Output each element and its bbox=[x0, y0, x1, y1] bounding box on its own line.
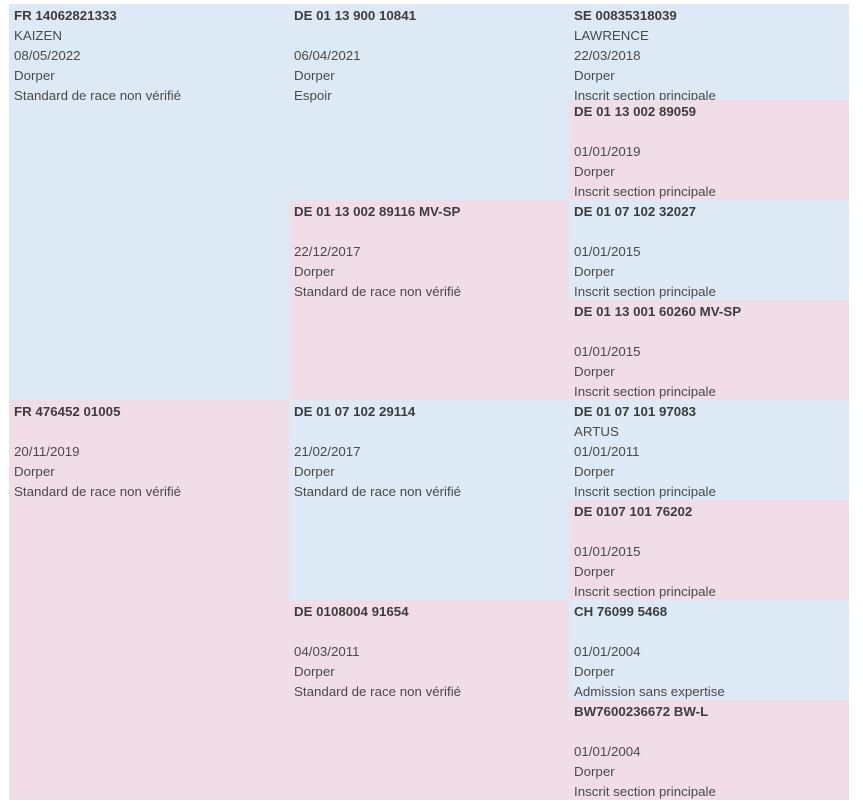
registry-status: Standard de race non vérifié bbox=[14, 88, 182, 103]
registry-status: Espoir bbox=[294, 88, 332, 103]
registration-number[interactable]: DE 0107 101 76202 bbox=[574, 504, 693, 519]
animal-name bbox=[574, 522, 844, 542]
birth-date: 01/01/2004 bbox=[574, 644, 641, 659]
registration-number[interactable]: CH 76099 5468 bbox=[574, 604, 668, 619]
birth-date: 01/01/2015 bbox=[574, 244, 641, 259]
breed: Dorper bbox=[574, 664, 615, 679]
pedigree-cell-paternal-grandsire: DE 01 13 900 10841 06/04/2021 Dorper Esp… bbox=[289, 4, 569, 200]
animal-name: KAIZEN bbox=[14, 28, 63, 43]
breed: Dorper bbox=[574, 464, 615, 479]
animal-name bbox=[574, 722, 844, 742]
registration-number[interactable]: DE 01 07 101 97083 bbox=[574, 404, 696, 419]
pedigree-cell-paternal-granddam: DE 01 13 002 89116 MV-SP 22/12/2017 Dorp… bbox=[289, 200, 569, 400]
animal-name bbox=[574, 622, 844, 642]
breed: Dorper bbox=[574, 264, 615, 279]
animal-name bbox=[574, 122, 844, 142]
birth-date: 08/05/2022 bbox=[14, 48, 81, 63]
animal-name bbox=[574, 222, 844, 242]
animal-name bbox=[294, 422, 564, 442]
breed: Dorper bbox=[294, 664, 335, 679]
registration-number[interactable]: DE 0108004 91654 bbox=[294, 604, 409, 619]
breed: Dorper bbox=[574, 164, 615, 179]
animal-name bbox=[294, 622, 564, 642]
registration-number[interactable]: BW7600236672 BW-L bbox=[574, 704, 709, 719]
pedigree-cell-ggen-8: BW7600236672 BW-L 01/01/2004 Dorper Insc… bbox=[569, 700, 849, 800]
registration-number[interactable]: DE 01 13 900 10841 bbox=[294, 8, 416, 23]
birth-date: 06/04/2021 bbox=[294, 48, 361, 63]
birth-date: 22/03/2018 bbox=[574, 48, 641, 63]
pedigree-cell-ggen-3: DE 01 07 102 32027 01/01/2015 Dorper Ins… bbox=[569, 200, 849, 300]
registration-number[interactable]: DE 01 07 102 29114 bbox=[294, 404, 416, 419]
registry-status: Inscrit section principale bbox=[574, 88, 716, 100]
animal-name: ARTUS bbox=[574, 424, 619, 439]
registration-number[interactable]: DE 01 07 102 32027 bbox=[574, 204, 696, 219]
registry-status: Inscrit section principale bbox=[574, 384, 716, 399]
breed: Dorper bbox=[14, 68, 55, 83]
breed: Dorper bbox=[574, 68, 615, 83]
breed: Dorper bbox=[294, 264, 335, 279]
birth-date: 20/11/2019 bbox=[14, 444, 80, 459]
birth-date: 04/03/2011 bbox=[294, 644, 360, 659]
animal-name bbox=[14, 422, 284, 442]
breed: Dorper bbox=[294, 68, 335, 83]
pedigree-cell-maternal-granddam: DE 0108004 91654 04/03/2011 Dorper Stand… bbox=[289, 600, 569, 800]
pedigree-cell-ggen-2: DE 01 13 002 89059 01/01/2019 Dorper Ins… bbox=[569, 100, 849, 200]
breed: Dorper bbox=[574, 364, 615, 379]
pedigree-cell-ggen-5: DE 01 07 101 97083 ARTUS 01/01/2011 Dorp… bbox=[569, 400, 849, 500]
registry-status: Standard de race non vérifié bbox=[294, 284, 462, 299]
registry-status: Inscrit section principale bbox=[574, 284, 716, 299]
birth-date: 01/01/2004 bbox=[574, 744, 641, 759]
pedigree-cell-ggen-4: DE 01 13 001 60260 MV-SP 01/01/2015 Dorp… bbox=[569, 300, 849, 400]
pedigree-cell-dam: FR 476452 01005 20/11/2019 Dorper Standa… bbox=[9, 400, 289, 800]
animal-name bbox=[294, 222, 564, 242]
registry-status: Standard de race non vérifié bbox=[14, 484, 182, 499]
pedigree-cell-ggen-7: CH 76099 5468 01/01/2004 Dorper Admissio… bbox=[569, 600, 849, 700]
birth-date: 21/02/2017 bbox=[294, 444, 361, 459]
pedigree-grid: FR 14062821333 KAIZEN 08/05/2022 Dorper … bbox=[9, 4, 849, 800]
registry-status: Inscrit section principale bbox=[574, 184, 716, 199]
registry-status: Standard de race non vérifié bbox=[294, 484, 462, 499]
registry-status: Admission sans expertise bbox=[574, 684, 725, 699]
registry-status: Inscrit section principale bbox=[574, 484, 716, 499]
breed: Dorper bbox=[574, 764, 615, 779]
animal-name bbox=[294, 26, 564, 46]
pedigree-cell-sire: FR 14062821333 KAIZEN 08/05/2022 Dorper … bbox=[9, 4, 289, 400]
pedigree-cell-ggen-6: DE 0107 101 76202 01/01/2015 Dorper Insc… bbox=[569, 500, 849, 600]
registry-status: Standard de race non vérifié bbox=[294, 684, 462, 699]
animal-name: LAWRENCE bbox=[574, 28, 649, 43]
pedigree-cell-ggen-1: SE 00835318039 LAWRENCE 22/03/2018 Dorpe… bbox=[569, 4, 849, 100]
registration-number[interactable]: DE 01 13 002 89116 MV-SP bbox=[294, 204, 461, 219]
birth-date: 01/01/2019 bbox=[574, 144, 641, 159]
breed: Dorper bbox=[14, 464, 55, 479]
registration-number[interactable]: DE 01 13 001 60260 MV-SP bbox=[574, 304, 742, 319]
breed: Dorper bbox=[574, 564, 615, 579]
pedigree-cell-maternal-grandsire: DE 01 07 102 29114 21/02/2017 Dorper Sta… bbox=[289, 400, 569, 600]
registration-number[interactable]: FR 476452 01005 bbox=[14, 404, 121, 419]
birth-date: 01/01/2011 bbox=[574, 444, 640, 459]
birth-date: 22/12/2017 bbox=[294, 244, 361, 259]
animal-name bbox=[574, 322, 844, 342]
birth-date: 01/01/2015 bbox=[574, 344, 641, 359]
registry-status: Inscrit section principale bbox=[574, 584, 716, 599]
registration-number[interactable]: FR 14062821333 bbox=[14, 8, 117, 23]
breed: Dorper bbox=[294, 464, 335, 479]
registry-status: Inscrit section principale bbox=[574, 784, 716, 799]
registration-number[interactable]: DE 01 13 002 89059 bbox=[574, 104, 696, 119]
birth-date: 01/01/2015 bbox=[574, 544, 641, 559]
registration-number[interactable]: SE 00835318039 bbox=[574, 8, 677, 23]
